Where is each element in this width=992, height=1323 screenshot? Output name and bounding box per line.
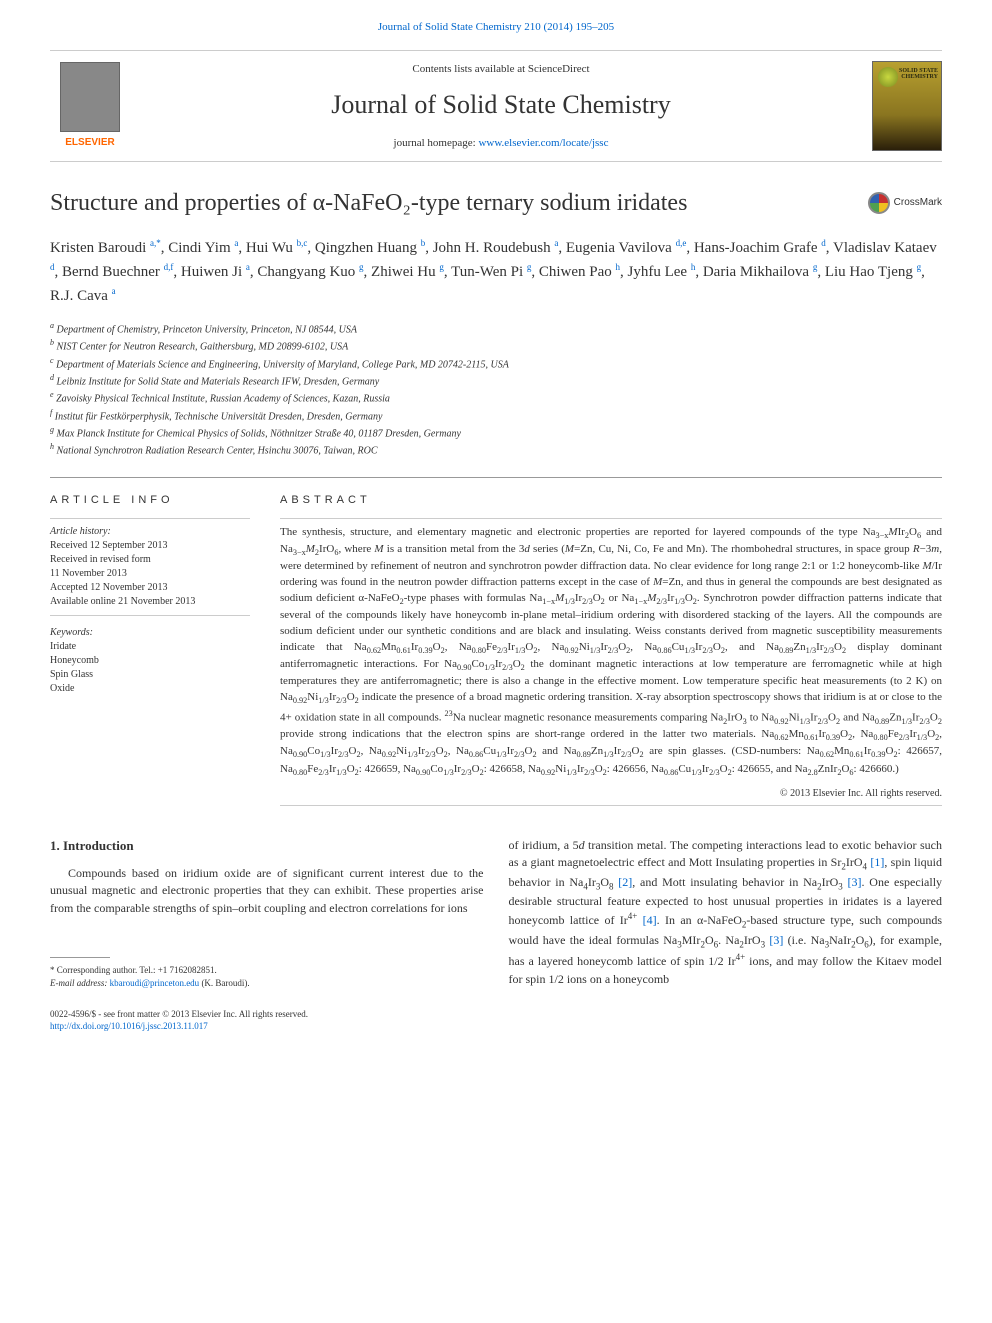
contents-prefix: Contents lists available at (412, 63, 527, 75)
affiliation-line: a Department of Chemistry, Princeton Uni… (50, 320, 942, 337)
affiliation-line: e Zavoisky Physical Technical Institute,… (50, 389, 942, 406)
abstract-text: The synthesis, structure, and elementary… (280, 525, 942, 779)
email-suffix: (K. Baroudi). (199, 978, 250, 988)
footnote-corresponding: * Corresponding author. Tel.: +1 7162082… (50, 964, 484, 977)
keyword-line: Spin Glass (50, 668, 250, 682)
article-title: Structure and properties of α-NaFeO₂-typ… (50, 187, 848, 221)
title-row: Structure and properties of α-NaFeO₂-typ… (50, 187, 942, 221)
homepage-link[interactable]: www.elsevier.com/locate/jssc (478, 137, 608, 149)
body-col-left: 1. Introduction Compounds based on iridi… (50, 837, 484, 990)
footnote-email: E-mail address: kbaroudi@princeton.edu (… (50, 977, 484, 990)
issn-line: 0022-4596/$ - see front matter © 2013 El… (50, 1009, 942, 1021)
authors: Kristen Baroudi a,*, Cindi Yim a, Hui Wu… (50, 236, 942, 308)
keyword-line: Iridate (50, 640, 250, 654)
keyword-line: Oxide (50, 682, 250, 696)
sciencedirect-link[interactable]: ScienceDirect (528, 63, 590, 75)
history-line: Accepted 12 November 2013 (50, 581, 250, 595)
intro-paragraph-2: of iridium, a 5d transition metal. The c… (509, 837, 943, 988)
homepage-line: journal homepage: www.elsevier.com/locat… (130, 136, 872, 151)
affiliations: a Department of Chemistry, Princeton Uni… (50, 320, 942, 459)
abstract-copyright: © 2013 Elsevier Inc. All rights reserved… (280, 787, 942, 801)
cover-text: SOLID STATE CHEMISTRY (873, 68, 938, 80)
homepage-prefix: journal homepage: (394, 137, 479, 149)
affiliation-line: g Max Planck Institute for Chemical Phys… (50, 424, 942, 441)
history-line: Received 12 September 2013 (50, 539, 250, 553)
contents-line: Contents lists available at ScienceDirec… (130, 62, 872, 77)
history-line: Received in revised form (50, 553, 250, 567)
info-abstract-row: ARTICLE INFO Article history: Received 1… (50, 493, 942, 812)
doi-link[interactable]: http://dx.doi.org/10.1016/j.jssc.2013.11… (50, 1021, 208, 1031)
affiliation-line: d Leibniz Institute for Solid State and … (50, 372, 942, 389)
history-line: Available online 21 November 2013 (50, 595, 250, 609)
keywords-label: Keywords: (50, 626, 250, 640)
crossmark-button[interactable]: CrossMark (868, 192, 942, 214)
top-citation: Journal of Solid State Chemistry 210 (20… (50, 20, 942, 35)
email-link[interactable]: kbaroudi@princeton.edu (110, 978, 200, 988)
bottom-info: 0022-4596/$ - see front matter © 2013 El… (50, 1009, 942, 1032)
crossmark-icon (868, 192, 890, 214)
top-citation-link[interactable]: Journal of Solid State Chemistry 210 (20… (378, 21, 614, 33)
divider (50, 477, 942, 478)
keyword-line: Honeycomb (50, 654, 250, 668)
affiliation-line: h National Synchrotron Radiation Researc… (50, 441, 942, 458)
history-label: Article history: (50, 525, 250, 539)
elsevier-tree-icon (60, 62, 120, 132)
article-info: ARTICLE INFO Article history: Received 1… (50, 493, 250, 812)
article-info-heading: ARTICLE INFO (50, 493, 250, 508)
crossmark-label: CrossMark (894, 196, 942, 210)
affiliation-line: f Institut für Festkörperphysik, Technis… (50, 407, 942, 424)
journal-cover[interactable]: SOLID STATE CHEMISTRY (872, 61, 942, 151)
header-banner: ELSEVIER Contents lists available at Sci… (50, 50, 942, 162)
affiliation-line: b NIST Center for Neutron Research, Gait… (50, 337, 942, 354)
body-col-right: of iridium, a 5d transition metal. The c… (509, 837, 943, 990)
abstract-heading: ABSTRACT (280, 493, 942, 508)
body-columns: 1. Introduction Compounds based on iridi… (50, 837, 942, 990)
journal-title: Journal of Solid State Chemistry (130, 87, 872, 123)
history-line: 11 November 2013 (50, 567, 250, 581)
elsevier-logo[interactable]: ELSEVIER (50, 62, 130, 150)
footnote-separator (50, 957, 110, 958)
intro-paragraph-1: Compounds based on iridium oxide are of … (50, 865, 484, 917)
affiliation-line: c Department of Materials Science and En… (50, 355, 942, 372)
abstract-column: ABSTRACT The synthesis, structure, and e… (280, 493, 942, 812)
email-label: E-mail address: (50, 978, 110, 988)
section-heading-intro: 1. Introduction (50, 837, 484, 855)
banner-center: Contents lists available at ScienceDirec… (130, 62, 872, 151)
elsevier-label: ELSEVIER (50, 136, 130, 150)
